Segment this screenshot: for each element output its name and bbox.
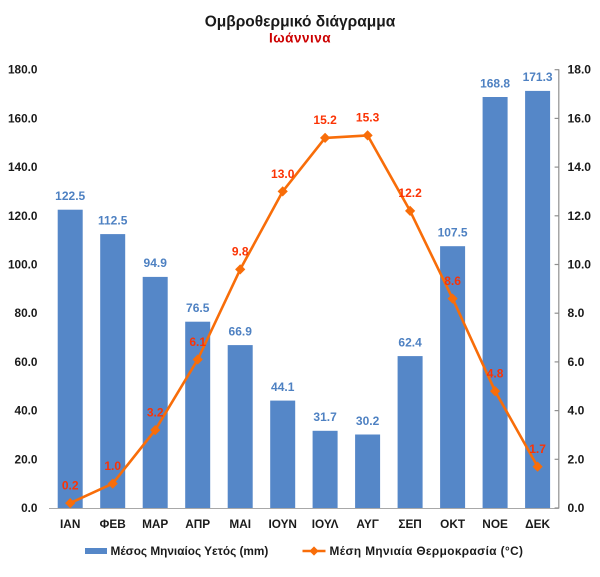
- svg-text:ΙΟΥΛ: ΙΟΥΛ: [312, 517, 339, 531]
- svg-text:10.0: 10.0: [568, 258, 592, 272]
- svg-text:80.0: 80.0: [15, 306, 38, 320]
- svg-text:16.0: 16.0: [568, 111, 592, 125]
- svg-text:ΟΚΤ: ΟΚΤ: [440, 517, 466, 531]
- svg-text:Ομβροθερμικό διάγραμμα: Ομβροθερμικό διάγραμμα: [205, 14, 396, 31]
- svg-text:Μέση Μηνιαία Θερμοκρασία (°C): Μέση Μηνιαία Θερμοκρασία (°C): [330, 544, 524, 558]
- svg-text:6.1: 6.1: [189, 335, 206, 349]
- svg-text:66.9: 66.9: [229, 324, 253, 338]
- svg-text:160.0: 160.0: [8, 111, 38, 125]
- svg-text:140.0: 140.0: [8, 160, 38, 174]
- svg-text:ΔΕΚ: ΔΕΚ: [525, 517, 550, 531]
- svg-text:18.0: 18.0: [568, 63, 592, 77]
- svg-text:ΜΑΡ: ΜΑΡ: [142, 517, 168, 531]
- svg-text:13.0: 13.0: [271, 167, 295, 181]
- svg-text:15.2: 15.2: [313, 113, 337, 127]
- svg-text:ΜΑΙ: ΜΑΙ: [229, 517, 251, 531]
- svg-text:0.0: 0.0: [21, 501, 38, 515]
- svg-text:ΝΟΕ: ΝΟΕ: [482, 517, 508, 531]
- svg-text:12.2: 12.2: [398, 186, 422, 200]
- svg-text:14.0: 14.0: [568, 160, 592, 174]
- svg-text:168.8: 168.8: [480, 76, 510, 90]
- svg-text:ΑΠΡ: ΑΠΡ: [185, 517, 210, 531]
- svg-text:ΙΑΝ: ΙΑΝ: [60, 517, 80, 531]
- svg-text:180.0: 180.0: [8, 63, 38, 77]
- svg-text:112.5: 112.5: [98, 213, 128, 227]
- svg-text:94.9: 94.9: [144, 256, 168, 270]
- svg-text:40.0: 40.0: [15, 404, 38, 418]
- svg-text:30.2: 30.2: [356, 414, 380, 428]
- svg-text:3.2: 3.2: [147, 405, 164, 419]
- svg-text:8.0: 8.0: [568, 306, 585, 320]
- svg-text:0.2: 0.2: [62, 478, 79, 492]
- svg-text:2.0: 2.0: [568, 452, 585, 466]
- svg-text:1.7: 1.7: [529, 442, 546, 456]
- svg-text:15.3: 15.3: [356, 111, 380, 125]
- svg-text:4.0: 4.0: [568, 404, 585, 418]
- svg-text:107.5: 107.5: [438, 226, 468, 240]
- svg-text:ΦΕΒ: ΦΕΒ: [100, 517, 126, 531]
- svg-text:122.5: 122.5: [55, 189, 85, 203]
- svg-text:12.0: 12.0: [568, 209, 592, 223]
- svg-text:8.6: 8.6: [444, 274, 461, 288]
- svg-text:31.7: 31.7: [313, 410, 337, 424]
- svg-text:0.0: 0.0: [568, 501, 585, 515]
- svg-text:4.8: 4.8: [487, 366, 504, 380]
- svg-text:62.4: 62.4: [398, 335, 422, 349]
- svg-text:Μέσος Μηνιαίος Υετός (mm): Μέσος Μηνιαίος Υετός (mm): [111, 544, 269, 558]
- svg-text:ΣΕΠ: ΣΕΠ: [398, 517, 421, 531]
- svg-text:ΑΥΓ: ΑΥΓ: [356, 517, 378, 531]
- svg-text:1.0: 1.0: [104, 459, 121, 473]
- svg-text:Ιωάννινα: Ιωάννινα: [269, 31, 331, 46]
- svg-text:44.1: 44.1: [271, 380, 295, 394]
- svg-text:6.0: 6.0: [568, 355, 585, 369]
- svg-text:9.8: 9.8: [232, 245, 249, 259]
- svg-text:ΙΟΥΝ: ΙΟΥΝ: [268, 517, 297, 531]
- svg-text:76.5: 76.5: [186, 301, 210, 315]
- svg-text:20.0: 20.0: [15, 452, 38, 466]
- svg-text:60.0: 60.0: [15, 355, 38, 369]
- svg-text:120.0: 120.0: [8, 209, 38, 223]
- svg-text:171.3: 171.3: [523, 70, 553, 84]
- svg-text:100.0: 100.0: [8, 258, 38, 272]
